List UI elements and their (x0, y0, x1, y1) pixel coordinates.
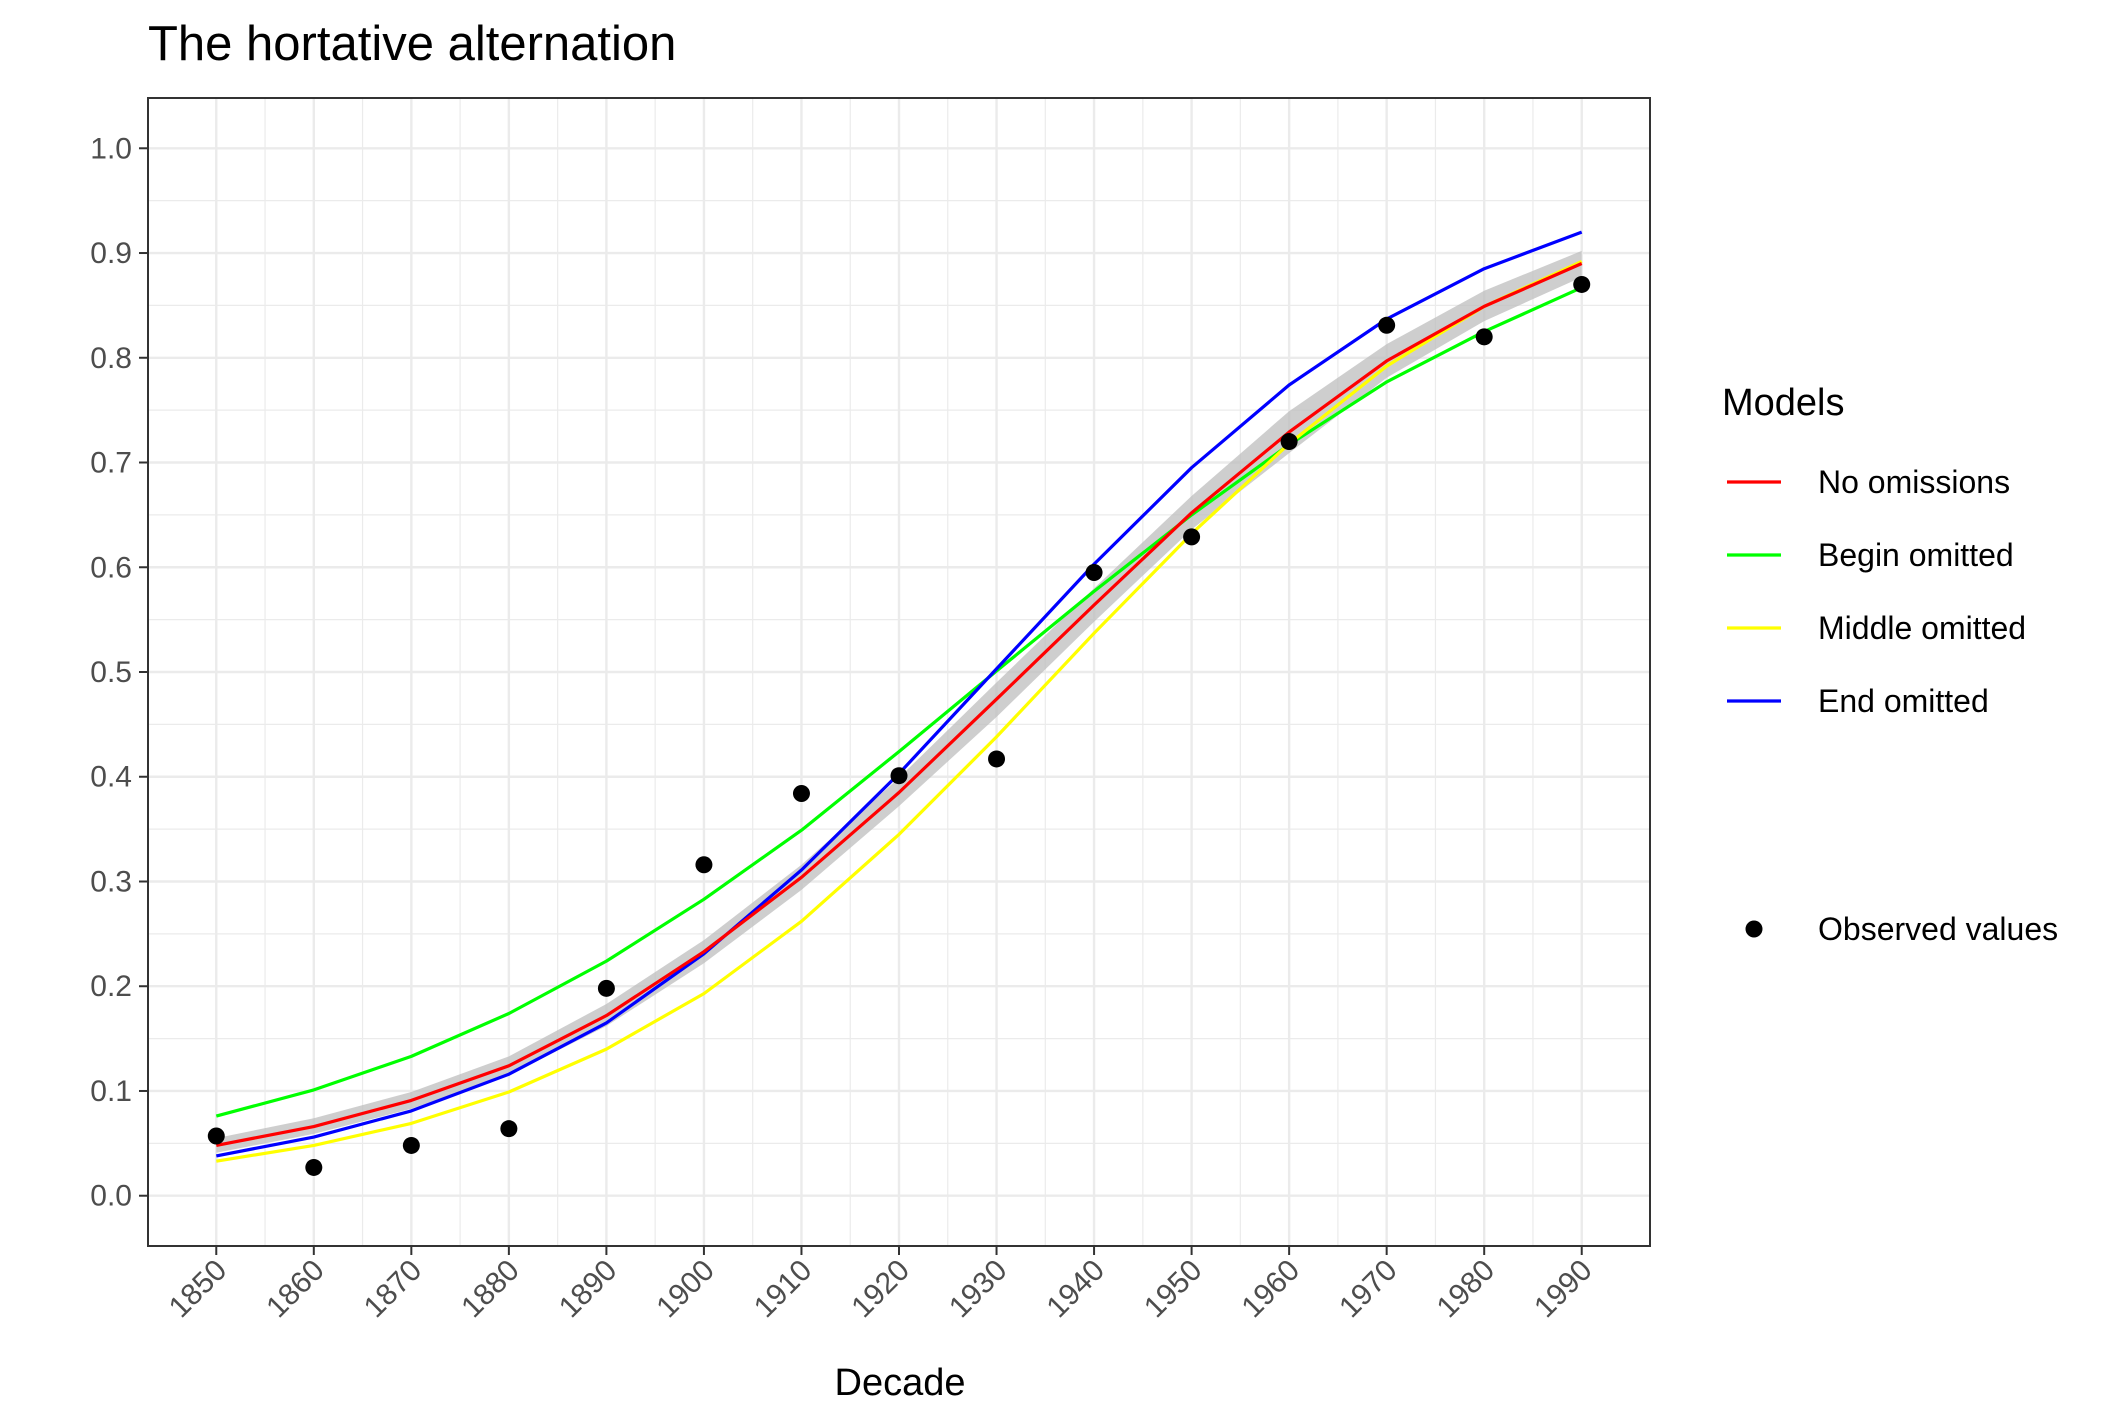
legend-label-observed: Observed values (1818, 911, 2058, 947)
observed-point (988, 750, 1006, 768)
series-line-middle-omitted (216, 259, 1583, 1163)
observed-point (1475, 328, 1493, 346)
observed-point (1280, 433, 1298, 451)
y-tick-label: 0.2 (90, 970, 132, 1003)
series-line-begin-omitted (215, 286, 1583, 1118)
legend-label: Begin omitted (1818, 537, 2014, 573)
x-axis-title: Decade (835, 1362, 966, 1404)
legend-key-point (1745, 920, 1763, 938)
confidence-band (216, 250, 1582, 1153)
legend: Models No omissions Begin omitted Middle o… (1722, 382, 2058, 947)
legend-title: Models (1722, 382, 1845, 424)
legend-label: End omitted (1818, 683, 1989, 719)
y-tick-label: 0.3 (90, 865, 132, 898)
observed-point (402, 1136, 420, 1154)
chart-title: The hortative alternation (148, 17, 676, 71)
y-tick-label: 0.6 (90, 551, 132, 584)
y-tick-label: 0.8 (90, 342, 132, 375)
y-tick-label: 0.4 (90, 761, 132, 794)
observed-point (792, 785, 810, 803)
series-line-no-omissions (215, 262, 1583, 1147)
legend-label: Middle omitted (1818, 610, 2026, 646)
y-tick-label: 0.7 (90, 447, 132, 480)
y-tick-label: 0.0 (90, 1180, 132, 1213)
observed-point (1085, 563, 1103, 581)
observed-point (500, 1120, 518, 1138)
legend-label: No omissions (1818, 464, 2010, 500)
y-tick-label: 0.1 (90, 1075, 132, 1108)
observed-point (305, 1158, 323, 1176)
observed-point (597, 979, 615, 997)
y-tick-label: 1.0 (90, 132, 132, 165)
y-tick-label: 0.9 (90, 237, 132, 270)
observed-point (1378, 316, 1396, 334)
y-tick-label: 0.5 (90, 656, 132, 689)
observed-point (890, 767, 908, 785)
observed-point (207, 1127, 225, 1145)
observed-point (1573, 275, 1591, 293)
observed-point (1183, 528, 1201, 546)
observed-point (695, 856, 713, 874)
